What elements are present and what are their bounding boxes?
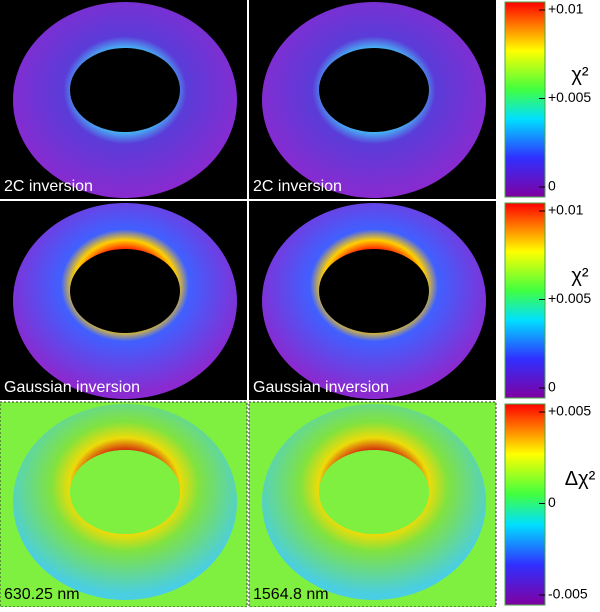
panel-label: 2C inversion bbox=[4, 178, 93, 195]
map-ring bbox=[13, 2, 237, 198]
map-ring bbox=[13, 203, 237, 399]
tick-label: +0.005 bbox=[548, 403, 591, 419]
map-ring bbox=[262, 203, 486, 399]
tick-label: +0.01 bbox=[548, 202, 584, 218]
panel-label: Gaussian inversion bbox=[4, 379, 140, 396]
tick-label: +0.005 bbox=[548, 89, 591, 105]
map-center bbox=[319, 450, 429, 534]
colorbar bbox=[504, 1, 546, 198]
colorbars: +0.01 +0.005 0 χ² +0.01 +0.005 0 χ² +0.005 0 -0.00… bbox=[504, 1, 596, 606]
map-center bbox=[70, 450, 180, 534]
panels: 2C inversion 2C inversion Gaussian inversi… bbox=[0, 0, 497, 608]
colorbar bbox=[504, 403, 546, 606]
map-ring bbox=[13, 404, 237, 600]
colorbar-label: χ² bbox=[571, 265, 588, 287]
panel-label: 2C inversion bbox=[253, 178, 342, 195]
colorbar-label: χ² bbox=[571, 64, 588, 86]
panel-label: Gaussian inversion bbox=[253, 379, 389, 396]
tick-label: +0.005 bbox=[548, 290, 591, 306]
colorbar-label: Δχ² bbox=[565, 468, 596, 490]
tick-label: -0.005 bbox=[548, 586, 588, 602]
tick-label: 0 bbox=[548, 178, 556, 194]
panel-label: 1564.8 nm bbox=[253, 586, 329, 603]
tick-label: 0 bbox=[548, 379, 556, 395]
map-ring bbox=[262, 404, 486, 600]
panel-label: 630.25 nm bbox=[4, 586, 80, 603]
map-ring bbox=[262, 2, 486, 198]
tick-label: +0.01 bbox=[548, 1, 584, 17]
colorbar bbox=[504, 202, 546, 399]
tick-label: 0 bbox=[548, 494, 556, 510]
